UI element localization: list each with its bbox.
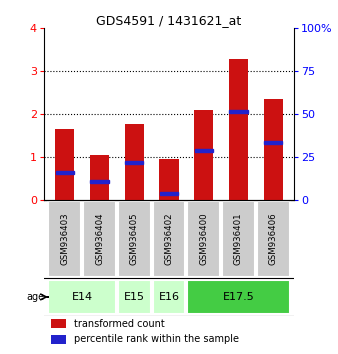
Bar (160, 192, 178, 195)
Bar (187, 201, 220, 278)
Text: E17.5: E17.5 (223, 292, 255, 302)
Text: GSM936405: GSM936405 (130, 213, 139, 266)
Bar (118, 201, 151, 278)
Text: age: age (27, 292, 45, 302)
Bar (264, 142, 282, 144)
Bar (187, 280, 290, 314)
Text: transformed count: transformed count (74, 319, 165, 329)
Text: GSM936402: GSM936402 (165, 213, 173, 266)
Bar (56, 171, 74, 174)
Bar (83, 201, 116, 278)
Text: GSM936400: GSM936400 (199, 213, 208, 266)
Bar (194, 110, 213, 200)
Bar (55, 129, 74, 200)
Title: GDS4591 / 1431621_at: GDS4591 / 1431621_at (96, 14, 242, 27)
Bar (229, 59, 248, 200)
Bar (90, 155, 109, 200)
Bar (153, 280, 185, 314)
Text: GSM936404: GSM936404 (95, 213, 104, 266)
Bar (230, 110, 247, 113)
Text: GSM936403: GSM936403 (60, 213, 69, 266)
Bar (51, 319, 67, 328)
Bar (125, 161, 143, 164)
Text: GSM936401: GSM936401 (234, 213, 243, 266)
Bar (160, 159, 178, 200)
Bar (51, 335, 67, 344)
Text: E15: E15 (124, 292, 145, 302)
Bar (48, 280, 116, 314)
Bar (195, 149, 213, 152)
Bar (264, 99, 283, 200)
Bar (91, 180, 108, 183)
Bar (118, 280, 151, 314)
Text: percentile rank within the sample: percentile rank within the sample (74, 335, 239, 344)
Bar (48, 201, 81, 278)
Bar (222, 201, 255, 278)
Text: E16: E16 (159, 292, 179, 302)
Bar (125, 124, 144, 200)
Text: E14: E14 (72, 292, 93, 302)
Bar (257, 201, 290, 278)
Bar (153, 201, 185, 278)
Text: GSM936406: GSM936406 (269, 213, 278, 266)
